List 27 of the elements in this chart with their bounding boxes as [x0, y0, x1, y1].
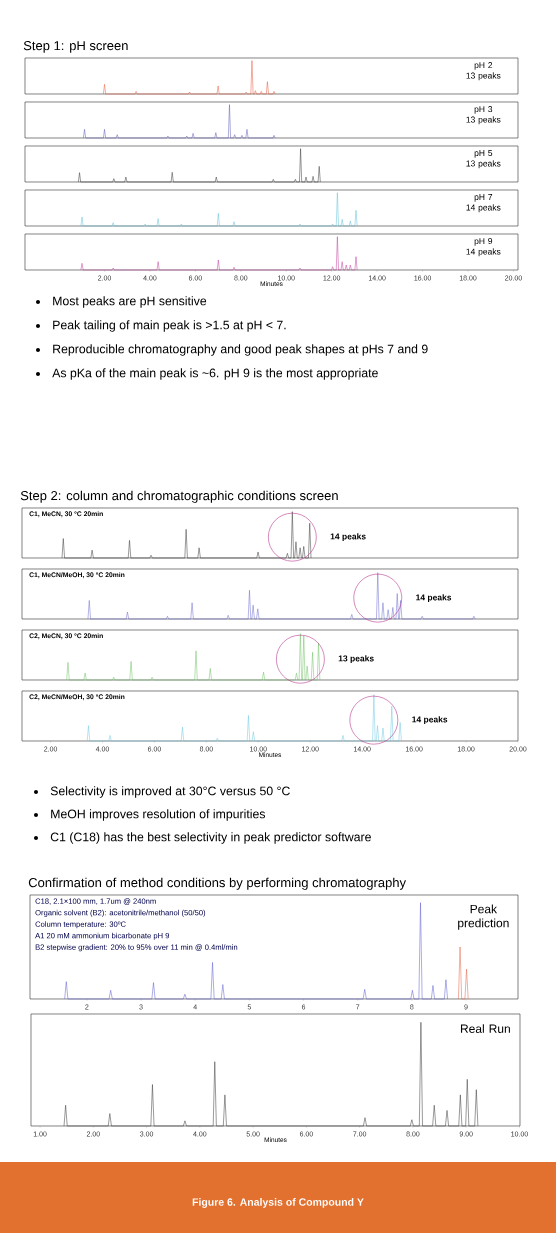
- text: Peak tailing of main peak is >1.5 at pH < 7.: [53, 320, 286, 332]
- text: pH 7: [474, 194, 493, 202]
- annotation: 13 peaks: [466, 116, 501, 125]
- text: pH 9: [474, 238, 493, 246]
- annotation: 14 peaks: [416, 594, 452, 603]
- chart-title: Step 1: pH screen: [23, 41, 128, 53]
- text: pH 5: [474, 150, 493, 158]
- text: As pKa of the main peak is ~6. pH 9 is the most appropriate: [52, 368, 378, 380]
- text: pH 2: [474, 62, 493, 70]
- text: Selectivity is improved at 30°C versus 50 °C: [50, 786, 290, 798]
- text: pH 3: [474, 106, 493, 114]
- annotation: 13 peaks: [466, 72, 501, 81]
- chart-title: Confirmation of method conditions by performing chromatography: [28, 877, 407, 890]
- caption: Figure 6. Analysis of Compound Y: [192, 1198, 364, 1208]
- annotation: 14 peaks: [412, 716, 448, 725]
- text: C1 (C18) has the best selectivity in peak predictor software: [50, 832, 371, 844]
- annotation: 14 peaks: [466, 248, 501, 257]
- text: Real Run: [460, 1024, 510, 1033]
- annotation: 13 peaks: [338, 655, 374, 664]
- annotation: 14 peaks: [330, 533, 366, 542]
- text: Reproducible chromatography and good peak shapes at pHs 7 and 9: [53, 344, 428, 356]
- chart-title: Step 2: column and chromatographic conditions screen: [20, 490, 338, 503]
- annotation: 13 peaks: [466, 160, 501, 169]
- text: MeOH improves resolution of impurities: [51, 809, 266, 821]
- text: Peak prediction: [458, 904, 509, 930]
- annotation: 14 peaks: [466, 204, 501, 213]
- text: Most peaks are pH sensitive: [53, 296, 207, 308]
